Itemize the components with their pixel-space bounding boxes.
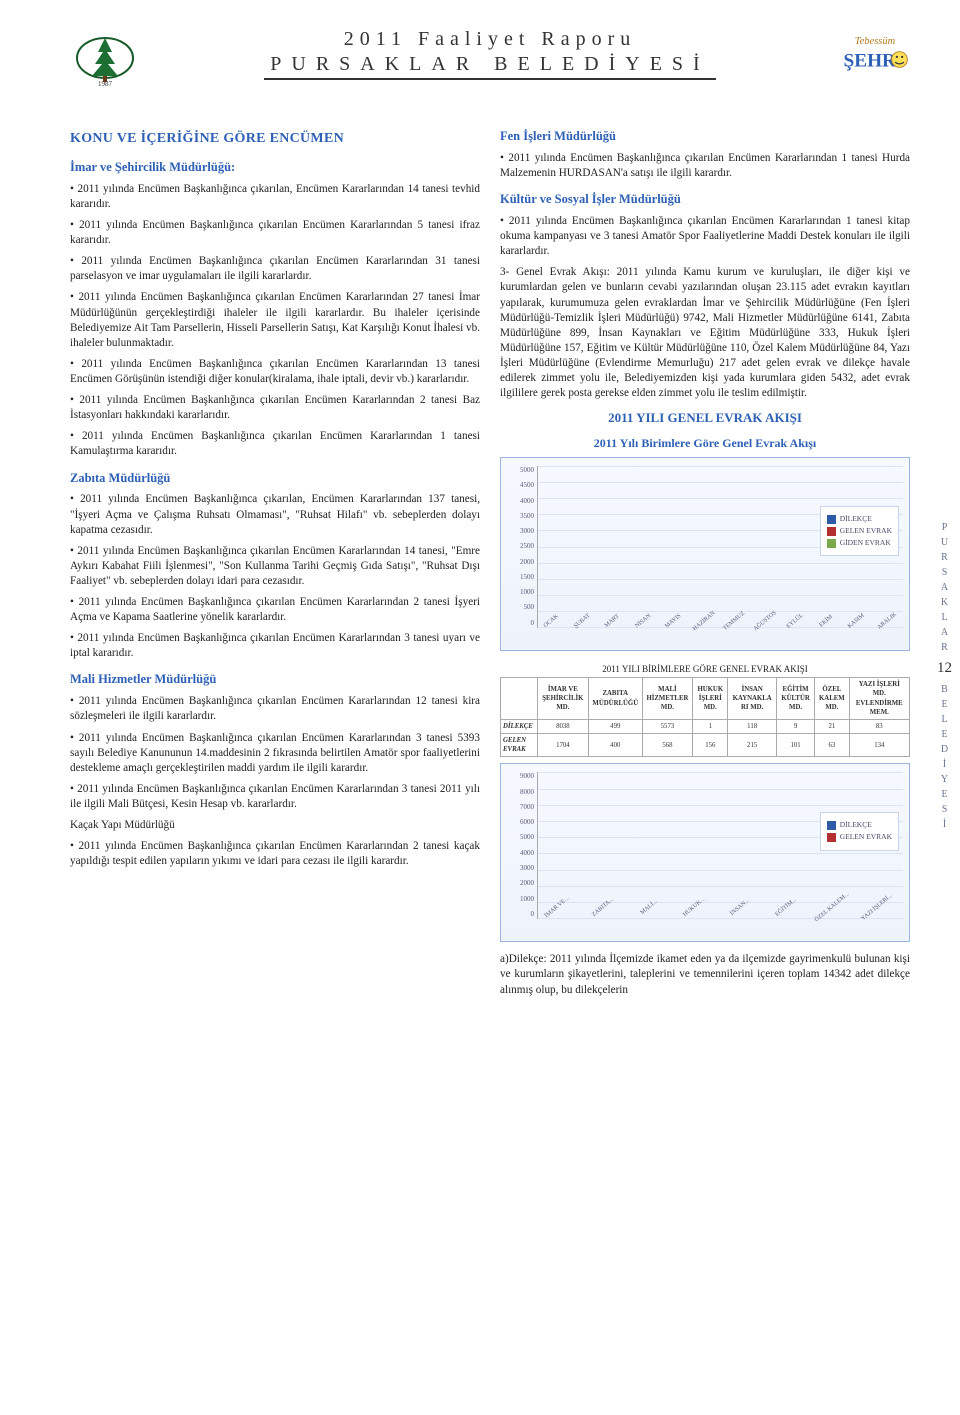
chart1-area: 5000450040003500300025002000150010005000…	[507, 466, 903, 646]
chart2-legend: DİLEKÇE GELEN EVRAK	[820, 812, 899, 850]
page: 1987 2011 Faaliyet Raporu PURSAKLAR BELE…	[0, 0, 960, 1415]
svg-text:Tebessüm: Tebessüm	[855, 36, 896, 47]
side-label: PURSAKLAR 12 BELEDİYESİ	[937, 520, 952, 832]
para: • 2011 yılında Encümen Başkanlığınca çık…	[500, 151, 910, 181]
para: • 2011 yılında Encümen Başkanlığınca çık…	[70, 290, 480, 350]
table-body: DİLEKÇE80384995573111892183GELEN EVRAK17…	[501, 719, 910, 757]
side-bottom: BELEDİYESİ	[937, 682, 952, 832]
para: Kaçak Yapı Müdürlüğü	[70, 818, 480, 833]
table-header-row: İMAR VE ŞEHİRCİLİK MD.ZABITA MÜDÜRLÜĞÜMA…	[501, 678, 910, 720]
side-top: PURSAKLAR	[937, 520, 952, 655]
center-head-a: 2011 YILI GENEL EVRAK AKIŞI	[500, 409, 910, 427]
subhead-mali: Mali Hizmetler Müdürlüğü	[70, 671, 480, 688]
svg-text:1987: 1987	[98, 80, 113, 88]
para: • 2011 yılında Encümen Başkanlığınca çık…	[70, 595, 480, 625]
chart2-box: 9000800070006000500040003000200010000 Dİ…	[500, 763, 910, 942]
footer-para: a)Dilekçe: 2011 yılında İlçemizde ikamet…	[500, 952, 910, 997]
evrak-table: 2011 YILI BİRİMLERE GÖRE GENEL EVRAK AKI…	[500, 661, 910, 757]
para: • 2011 yılında Encümen Başkanlığınca çık…	[70, 357, 480, 387]
chart1-box: 5000450040003500300025002000150010005000…	[500, 457, 910, 651]
chart2-area: 9000800070006000500040003000200010000 Dİ…	[507, 772, 903, 937]
subhead-kultur: Kültür ve Sosyal İşler Müdürlüğü	[500, 191, 910, 208]
para: • 2011 yılında Encümen Başkanlığınca çık…	[70, 393, 480, 423]
logo-right: Tebessüm ŞEHR	[840, 28, 910, 88]
legend-label: DİLEKÇE	[840, 514, 872, 524]
section-head-konu: KONU VE İÇERİĞİNE GÖRE ENCÜMEN	[70, 130, 480, 149]
legend-label: GİDEN EVRAK	[840, 538, 891, 548]
center-head-b: 2011 Yılı Birimlere Göre Genel Evrak Akı…	[500, 435, 910, 451]
page-number: 12	[937, 657, 952, 680]
legend-label: GELEN EVRAK	[840, 832, 892, 842]
chart1-x-axis: OCAKŞUBATMARTNİSANMAYISHAZİRANTEMMUZAĞUS…	[537, 628, 903, 646]
subhead-zabita: Zabıta Müdürlüğü	[70, 470, 480, 487]
para: • 2011 yılında Encümen Başkanlığınca çık…	[70, 182, 480, 212]
para: • 2011 yılında Encümen Başkanlığınca çık…	[70, 254, 480, 284]
left-column: KONU VE İÇERİĞİNE GÖRE ENCÜMEN İmar ve Ş…	[70, 118, 480, 1004]
chart1-legend: DİLEKÇE GELEN EVRAK GİDEN EVRAK	[820, 506, 899, 556]
header-titles: 2011 Faaliyet Raporu PURSAKLAR BELEDİYES…	[140, 28, 840, 80]
content-columns: KONU VE İÇERİĞİNE GÖRE ENCÜMEN İmar ve Ş…	[70, 118, 910, 1004]
chart1-y-axis: 5000450040003500300025002000150010005000	[507, 466, 537, 646]
para: • 2011 yılında Encümen Başkanlığınca çık…	[70, 544, 480, 589]
para: • 2011 yılında Encümen Başkanlığınca çık…	[70, 694, 480, 724]
para: • 2011 yılında Encümen Başkanlığınca çık…	[70, 218, 480, 248]
chart2-y-axis: 9000800070006000500040003000200010000	[507, 772, 537, 937]
subhead-imar: İmar ve Şehircilik Müdürlüğü:	[70, 159, 480, 176]
right-column: Fen İşleri Müdürlüğü • 2011 yılında Encü…	[500, 118, 910, 1004]
para: • 2011 yılında Encümen Başkanlığınca çık…	[70, 492, 480, 537]
para: • 2011 yılında Encümen Başkanlığınca çık…	[70, 631, 480, 661]
para: 3- Genel Evrak Akışı: 2011 yılında Kamu …	[500, 265, 910, 401]
para: • 2011 yılında Encümen Başkanlığınca çık…	[70, 839, 480, 869]
header-title-line1: 2011 Faaliyet Raporu	[140, 28, 840, 51]
legend-label: DİLEKÇE	[840, 820, 872, 830]
para: • 2011 yılında Encümen Başkanlığınca çık…	[500, 214, 910, 259]
logo-left: 1987	[70, 28, 140, 88]
legend-label: GELEN EVRAK	[840, 526, 892, 536]
subhead-fen: Fen İşleri Müdürlüğü	[500, 128, 910, 145]
para: • 2011 yılında Encümen Başkanlığınca çık…	[70, 782, 480, 812]
svg-text:ŞEHR: ŞEHR	[844, 51, 898, 72]
header-title-line2: PURSAKLAR BELEDİYESİ	[264, 53, 715, 80]
chart2-x-axis: İMAR VE...ZABITA...MALİ...HUKUK...İNSAN.…	[537, 919, 903, 937]
header: 1987 2011 Faaliyet Raporu PURSAKLAR BELE…	[70, 28, 910, 88]
para: • 2011 yılında Encümen Başkanlığınca çık…	[70, 429, 480, 459]
para: • 2011 yılında Encümen Başkanlığınca çık…	[70, 731, 480, 776]
table-caption: 2011 YILI BİRİMLERE GÖRE GENEL EVRAK AKI…	[500, 661, 910, 677]
